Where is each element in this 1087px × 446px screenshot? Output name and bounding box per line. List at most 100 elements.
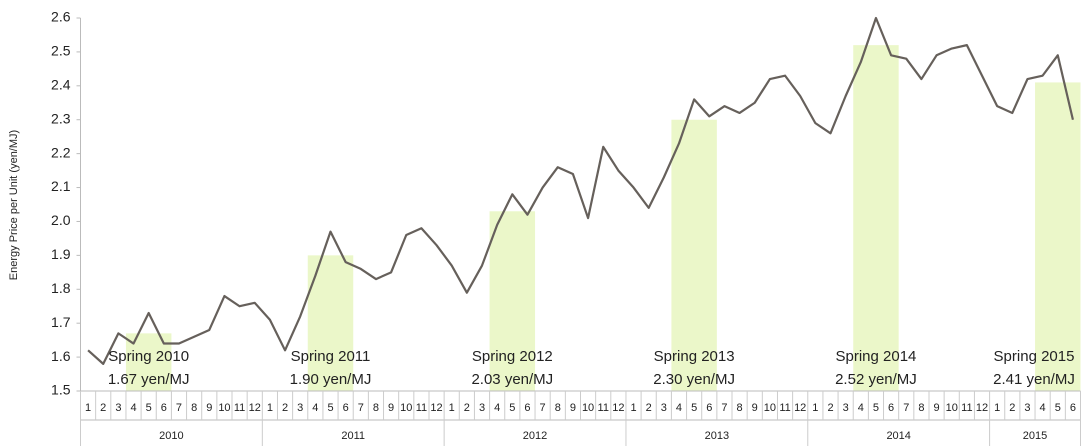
x-tick-label: 3 <box>843 402 849 414</box>
spring-bar <box>1035 82 1081 391</box>
year-label: 2013 <box>705 430 729 442</box>
x-tick-label: 9 <box>933 402 939 414</box>
spring-label: Spring 2013 <box>654 348 735 365</box>
x-tick-label: 10 <box>218 402 230 414</box>
y-tick-label: 2.4 <box>51 77 71 93</box>
price-line <box>87 16 1074 365</box>
x-tick-label: 6 <box>343 402 349 414</box>
spring-value-label: 1.90 yen/MJ <box>290 371 372 388</box>
y-tick-label: 2.2 <box>51 144 71 160</box>
x-tick-label: 5 <box>691 402 697 414</box>
spring-label: Spring 2012 <box>472 348 553 365</box>
x-tick-label: 10 <box>764 402 776 414</box>
x-tick-label: 1 <box>994 402 1000 414</box>
x-tick-label: 5 <box>146 402 152 414</box>
x-tick-label: 1 <box>812 402 818 414</box>
year-label: 2011 <box>341 430 365 442</box>
x-tick-label: 5 <box>873 402 879 414</box>
x-tick-label: 9 <box>752 402 758 414</box>
x-tick-label: 9 <box>206 402 212 414</box>
x-tick-label: 1 <box>85 402 91 414</box>
spring-bar <box>853 45 899 392</box>
year-label: 2010 <box>159 430 183 442</box>
x-tick-label: 12 <box>976 402 988 414</box>
x-tick-label: 10 <box>400 402 412 414</box>
x-tick-label: 8 <box>555 402 561 414</box>
x-tick-label: 12 <box>794 402 806 414</box>
x-tick-label: 12 <box>249 402 261 414</box>
x-tick-label: 1 <box>630 402 636 414</box>
x-tick-label: 2 <box>464 402 470 414</box>
x-tick-label: 3 <box>297 402 303 414</box>
spring-label: Spring 2010 <box>108 348 189 365</box>
x-tick-label: 11 <box>779 402 790 414</box>
x-tick-label: 11 <box>598 402 609 414</box>
x-tick-label: 3 <box>661 402 667 414</box>
x-tick-label: 1 <box>449 402 455 414</box>
x-tick-label: 10 <box>946 402 958 414</box>
year-label: 2014 <box>886 430 910 442</box>
x-tick-label: 11 <box>234 402 245 414</box>
x-tick-label: 7 <box>358 402 364 414</box>
y-tick-label: 1.6 <box>51 348 71 364</box>
x-tick-label: 6 <box>524 402 530 414</box>
x-tick-label: 5 <box>327 402 333 414</box>
x-tick-label: 8 <box>191 402 197 414</box>
x-tick-label: 4 <box>312 402 318 414</box>
y-tick-label: 1.7 <box>51 314 71 330</box>
x-tick-label: 5 <box>509 402 515 414</box>
year-label: 2012 <box>523 430 547 442</box>
x-tick-label: 5 <box>1055 402 1061 414</box>
spring-value-label: 2.52 yen/MJ <box>835 371 917 388</box>
x-tick-label: 4 <box>494 402 500 414</box>
y-tick-label: 1.9 <box>51 246 71 262</box>
x-tick-label: 7 <box>540 402 546 414</box>
spring-bar <box>489 211 536 391</box>
spring-label: Spring 2011 <box>291 348 371 365</box>
spring-label: Spring 2015 <box>994 348 1075 365</box>
spring-value-label: 2.41 yen/MJ <box>993 371 1075 388</box>
x-tick-label: 6 <box>1070 402 1076 414</box>
x-tick-label: 8 <box>737 402 743 414</box>
x-tick-label: 7 <box>903 402 909 414</box>
x-tick-label: 6 <box>706 402 712 414</box>
x-tick-label: 3 <box>479 402 485 414</box>
year-label: 2015 <box>1023 430 1047 442</box>
x-tick-label: 9 <box>570 402 576 414</box>
x-tick-label: 11 <box>961 402 972 414</box>
x-tick-label: 7 <box>176 402 182 414</box>
y-tick-label: 2.0 <box>51 212 71 228</box>
x-tick-label: 11 <box>416 402 427 414</box>
y-tick-label: 1.8 <box>51 280 71 296</box>
x-tick-label: 2 <box>1009 402 1015 414</box>
x-tick-label: 2 <box>646 402 652 414</box>
spring-value-label: 2.03 yen/MJ <box>471 371 553 388</box>
x-tick-label: 1 <box>267 402 273 414</box>
spring-value-label: 1.67 yen/MJ <box>108 371 190 388</box>
x-tick-label: 9 <box>388 402 394 414</box>
y-tick-label: 2.1 <box>51 178 71 194</box>
y-tick-label: 2.6 <box>51 9 71 25</box>
spring-label: Spring 2014 <box>836 348 917 365</box>
x-tick-label: 3 <box>115 402 121 414</box>
y-tick-label: 1.5 <box>51 382 71 398</box>
spring-value-label: 2.30 yen/MJ <box>653 371 735 388</box>
x-tick-label: 2 <box>827 402 833 414</box>
x-tick-label: 12 <box>430 402 442 414</box>
x-tick-label: 4 <box>1040 402 1046 414</box>
y-axis-label: Energy Price per Unit (yen/MJ) <box>8 130 20 280</box>
x-tick-label: 4 <box>858 402 864 414</box>
y-tick-label: 2.5 <box>51 43 71 59</box>
x-tick-label: 12 <box>612 402 624 414</box>
x-tick-label: 3 <box>1024 402 1030 414</box>
x-tick-label: 7 <box>721 402 727 414</box>
y-tick-label: 2.3 <box>51 110 71 126</box>
x-tick-label: 4 <box>676 402 682 414</box>
spring-bar <box>671 119 717 392</box>
x-tick-label: 8 <box>373 402 379 414</box>
x-tick-label: 8 <box>918 402 924 414</box>
x-tick-label: 6 <box>161 402 167 414</box>
x-tick-label: 4 <box>130 402 136 414</box>
x-tick-label: 6 <box>888 402 894 414</box>
